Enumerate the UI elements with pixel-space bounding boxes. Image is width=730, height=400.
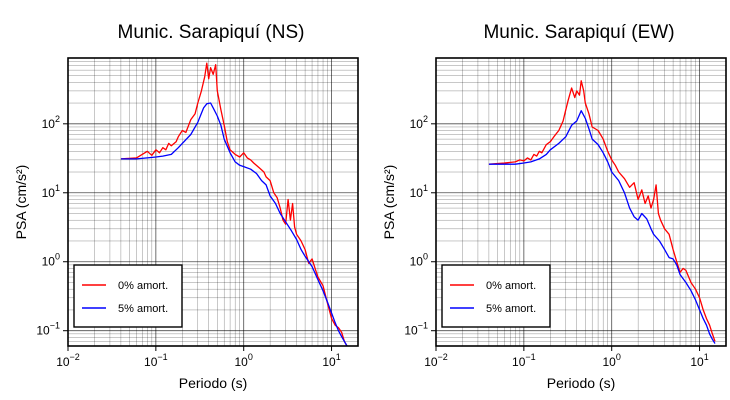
y-tick-label: 10−1	[36, 321, 60, 338]
legend-label: 5% amort.	[118, 303, 168, 315]
legend-label: 5% amort.	[486, 303, 536, 315]
x-tick-label: 100	[235, 352, 253, 369]
legend: 0% amort. 5% amort.	[441, 264, 551, 328]
series-line-undamped	[120, 62, 348, 347]
y-tick-label: 100	[410, 252, 428, 269]
y-tick-label: 10−1	[404, 321, 428, 338]
chart-title: Munic. Sarapiquí (EW)	[483, 22, 674, 43]
grid	[68, 58, 358, 346]
legend-box	[441, 264, 551, 328]
x-axis-label: Periodo (s)	[179, 375, 247, 391]
x-tick-label: 101	[322, 352, 340, 369]
x-tick-label: 101	[690, 352, 708, 369]
x-axis-label: Periodo (s)	[547, 375, 615, 391]
y-tick-label: 102	[42, 114, 60, 131]
x-tick-label: 10−2	[424, 352, 448, 369]
y-tick-label: 101	[42, 183, 60, 200]
chart-panel-ns: 10−2 10−1 100 101 10−1 100 101 102 Munic. Sarapi…	[13, 22, 359, 391]
legend-box	[73, 264, 183, 328]
x-tick-label: 10−1	[512, 352, 536, 369]
chart-title: Munic. Sarapiquí (NS)	[118, 22, 305, 43]
y-axis-label: PSA (cm/s²)	[13, 165, 29, 240]
y-tick-label: 100	[42, 252, 60, 269]
series-line-undamped	[488, 80, 716, 342]
legend-label: 0% amort.	[118, 280, 168, 292]
series-line-damped	[488, 110, 716, 344]
plot-frame	[435, 57, 727, 347]
legend-label: 0% amort.	[486, 280, 536, 292]
chart-panel-ew: 10−2 10−1 100 101 10−1 100 101 102 Munic. Sarapi…	[381, 22, 727, 391]
grid	[436, 58, 726, 346]
x-tick-label: 100	[603, 352, 621, 369]
x-tick-label: 10−2	[56, 352, 80, 369]
y-tick-label: 102	[410, 114, 428, 131]
y-axis-label: PSA (cm/s²)	[381, 165, 397, 240]
legend: 0% amort. 5% amort.	[73, 264, 183, 328]
x-tick-label: 10−1	[144, 352, 168, 369]
y-tick-label: 101	[410, 183, 428, 200]
series-line-damped	[120, 102, 348, 347]
plot-frame	[67, 57, 359, 347]
